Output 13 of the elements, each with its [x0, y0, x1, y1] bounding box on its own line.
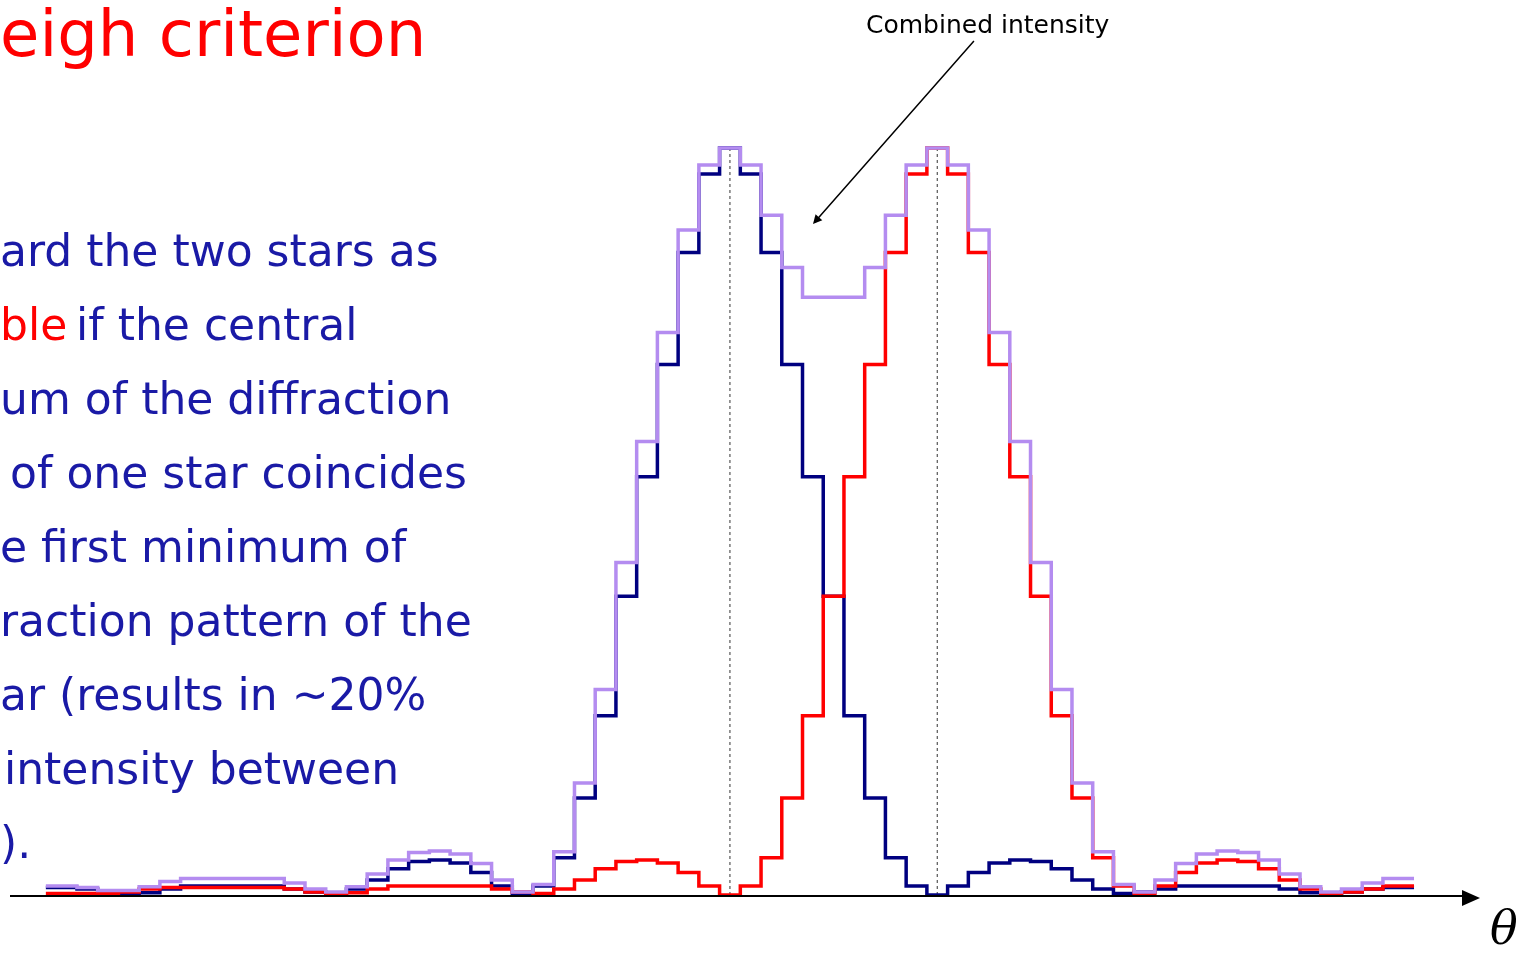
annotation: of one star coincides: [10, 447, 468, 498]
annotation: um of the diffraction: [0, 373, 452, 424]
annotation: ble: [0, 299, 68, 350]
annotation: raction pattern of the: [0, 595, 472, 646]
annotation: ar (results in ~20%: [0, 669, 427, 720]
annotation: if the central: [75, 299, 358, 350]
x-axis-title: θ: [1490, 901, 1518, 955]
annotation: e first minimum of: [0, 521, 407, 572]
annotation: ard the two stars as: [0, 225, 439, 276]
text: Combined intensity: [866, 10, 1110, 39]
text: ).: [0, 817, 32, 868]
chart-title: eigh criterion: [0, 0, 427, 71]
annotation: intensity between: [4, 743, 400, 794]
